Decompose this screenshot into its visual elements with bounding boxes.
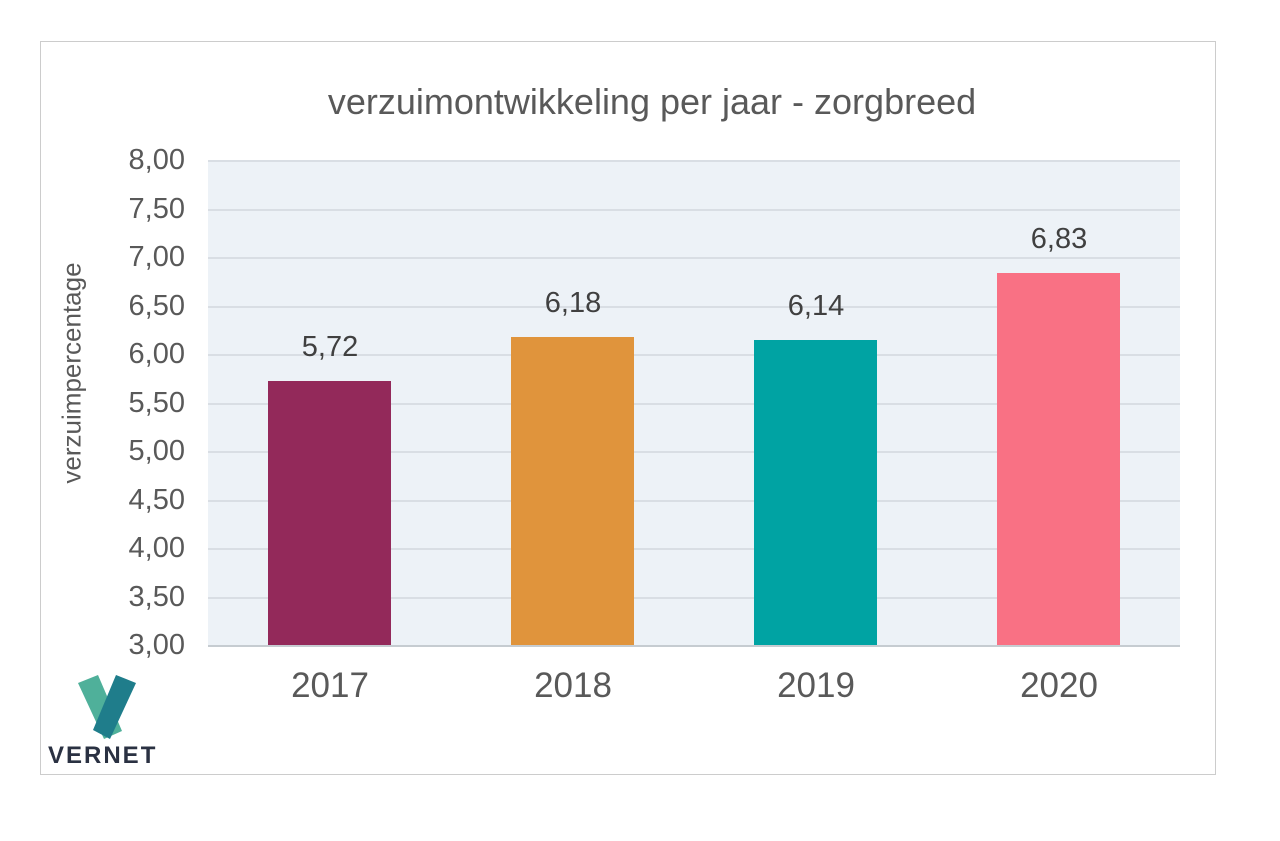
y-tick-label: 5,50	[128, 387, 185, 419]
x-axis-label-2017: 2017	[291, 666, 369, 705]
vernet-logo: VERNET	[48, 670, 178, 770]
bar-value-label-2019: 6,14	[787, 290, 845, 322]
bar-value-label-2018: 6,18	[544, 287, 602, 319]
gridline	[208, 306, 1180, 308]
x-axis-label-2019: 2019	[777, 666, 855, 705]
bar-value-label-2017: 5,72	[301, 331, 359, 363]
y-tick-label: 7,50	[128, 193, 185, 225]
y-tick-label: 4,00	[128, 532, 185, 564]
bar-2020	[997, 273, 1120, 645]
y-tick-label: 4,50	[128, 484, 185, 516]
gridline	[208, 257, 1180, 259]
bar-value-label-2020: 6,83	[1030, 223, 1088, 255]
gridline	[208, 451, 1180, 453]
bar-2019	[754, 340, 877, 645]
vernet-logo-mark	[78, 675, 136, 739]
logo-v-right-stroke	[93, 675, 136, 739]
y-tick-label: 5,00	[128, 435, 185, 467]
gridline	[208, 597, 1180, 599]
bar-2018	[511, 337, 634, 645]
x-axis-label-2018: 2018	[534, 666, 612, 705]
gridline	[208, 403, 1180, 405]
x-axis-label-2020: 2020	[1020, 666, 1098, 705]
gridline	[208, 160, 1180, 162]
gridline	[208, 500, 1180, 502]
vernet-logo-text: VERNET	[48, 742, 158, 769]
y-tick-label: 6,00	[128, 338, 185, 370]
y-tick-label: 7,00	[128, 241, 185, 273]
plot-area	[208, 160, 1180, 647]
gridline	[208, 209, 1180, 211]
y-tick-label: 8,00	[128, 144, 185, 176]
bar-2017	[268, 381, 391, 645]
chart-title: verzuimontwikkeling per jaar - zorgbreed	[327, 81, 977, 122]
y-tick-label: 3,00	[128, 629, 185, 661]
y-tick-label: 3,50	[128, 581, 185, 613]
y-tick-label: 6,50	[128, 290, 185, 322]
gridline	[208, 548, 1180, 550]
gridline	[208, 354, 1180, 356]
